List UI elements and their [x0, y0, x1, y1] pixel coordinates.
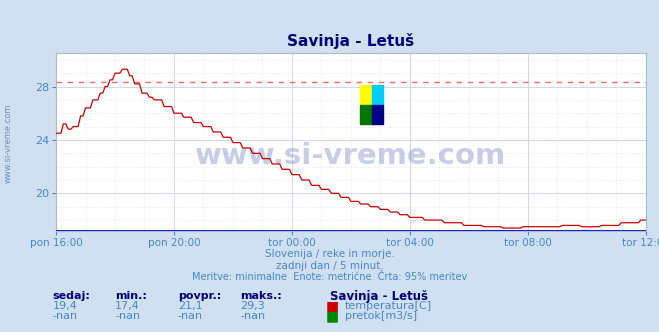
Text: -nan: -nan	[53, 311, 78, 321]
Text: ■: ■	[326, 309, 339, 323]
Text: maks.:: maks.:	[241, 291, 282, 301]
Text: 29,3: 29,3	[241, 301, 266, 311]
Text: -nan: -nan	[241, 311, 266, 321]
Text: -nan: -nan	[115, 311, 140, 321]
Text: ■: ■	[326, 299, 339, 313]
Text: sedaj:: sedaj:	[53, 291, 90, 301]
Text: min.:: min.:	[115, 291, 147, 301]
Text: temperatura[C]: temperatura[C]	[345, 301, 432, 311]
Text: Slovenija / reke in morje.: Slovenija / reke in morje.	[264, 249, 395, 259]
Text: 21,1: 21,1	[178, 301, 202, 311]
FancyBboxPatch shape	[360, 85, 372, 105]
FancyBboxPatch shape	[372, 85, 383, 105]
Text: -nan: -nan	[178, 311, 203, 321]
Text: Meritve: minimalne  Enote: metrične  Črta: 95% meritev: Meritve: minimalne Enote: metrične Črta:…	[192, 272, 467, 282]
Text: www.si-vreme.com: www.si-vreme.com	[195, 142, 507, 170]
FancyBboxPatch shape	[372, 105, 383, 124]
Text: 17,4: 17,4	[115, 301, 140, 311]
Text: povpr.:: povpr.:	[178, 291, 221, 301]
Text: pretok[m3/s]: pretok[m3/s]	[345, 311, 416, 321]
Text: Savinja - Letuš: Savinja - Letuš	[330, 290, 428, 303]
Text: www.si-vreme.com: www.si-vreme.com	[3, 103, 13, 183]
Title: Savinja - Letuš: Savinja - Letuš	[287, 33, 415, 49]
FancyBboxPatch shape	[360, 105, 372, 124]
Text: zadnji dan / 5 minut.: zadnji dan / 5 minut.	[275, 261, 384, 271]
Text: 19,4: 19,4	[53, 301, 78, 311]
